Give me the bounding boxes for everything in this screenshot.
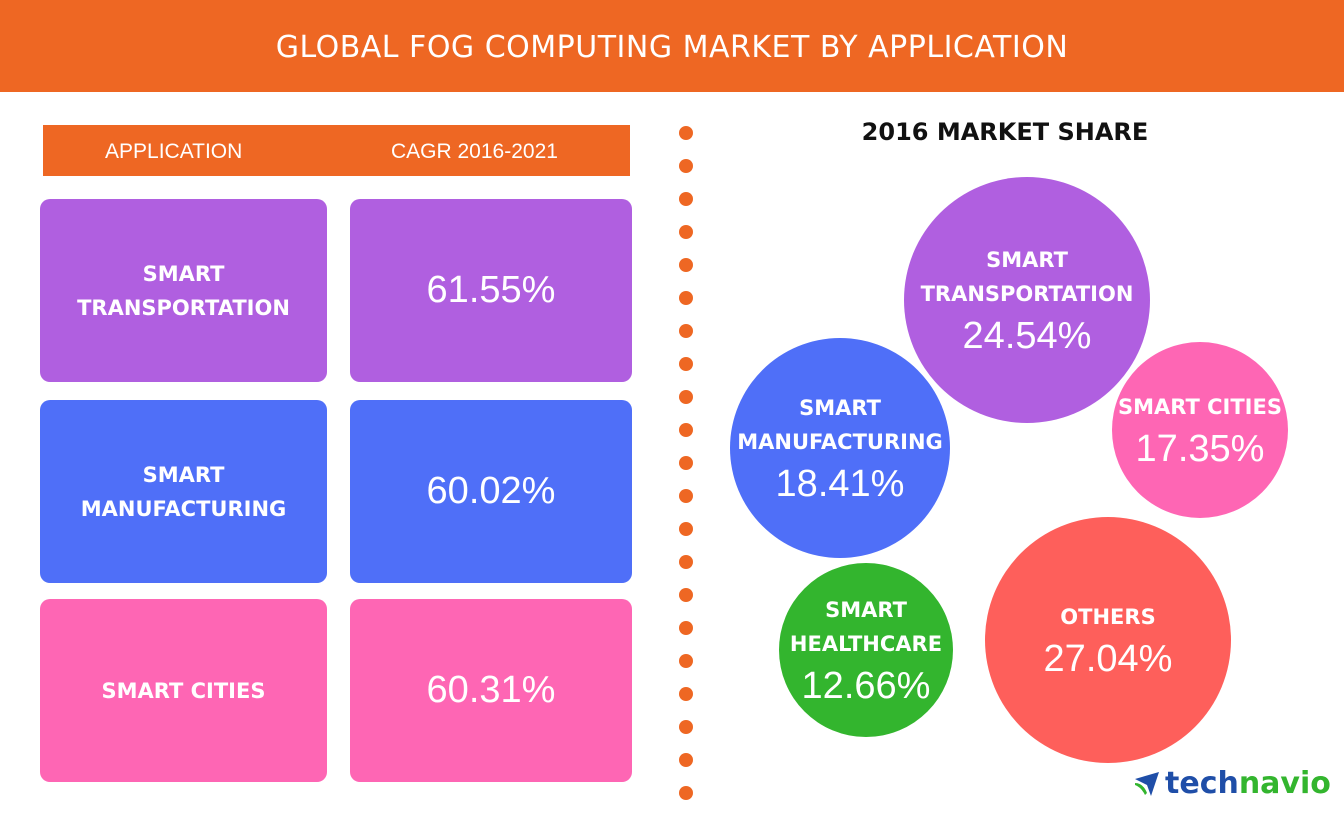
technavio-logo: tech navio <box>1133 766 1331 801</box>
bubble-label-line1: OTHERS <box>1060 604 1156 629</box>
column-cagr: CAGR 2016-2021 <box>391 140 558 163</box>
bubble: SMART CITIES 17.35% <box>1112 342 1288 518</box>
application-label-line2: MANUFACTURING <box>80 496 287 521</box>
divider-dot <box>679 654 693 668</box>
divider-dot <box>679 720 693 734</box>
bubble-label-line1: SMART <box>799 395 881 420</box>
divider-dot <box>679 225 693 239</box>
divider-dot <box>679 159 693 173</box>
page-title: GLOBAL FOG COMPUTING MARKET BY APPLICATI… <box>0 0 1344 92</box>
divider-dot <box>679 291 693 305</box>
bubble-label-line1: SMART CITIES <box>1118 394 1282 419</box>
application-label-line1: SMART <box>142 462 225 487</box>
bubble: SMART TRANSPORTATION 24.54% <box>904 177 1150 423</box>
application-label-line1: SMART <box>142 261 225 286</box>
application-label-line2: TRANSPORTATION <box>77 295 290 320</box>
cagr-cell: 60.02% <box>350 400 632 583</box>
divider-dot <box>679 357 693 371</box>
cagr-value: 61.55% <box>426 269 556 311</box>
column-application: APPLICATION <box>105 140 243 163</box>
divider-dot <box>679 522 693 536</box>
bubble-value: 12.66% <box>801 664 931 707</box>
table-header: APPLICATION CAGR 2016-2021 <box>43 125 630 176</box>
bubble-label-line1: SMART <box>986 247 1068 272</box>
bubble-label-line2: HEALTHCARE <box>789 631 943 656</box>
bubble-label-line1: SMART <box>825 597 907 622</box>
cagr-value: 60.02% <box>426 470 556 512</box>
logo-icon <box>1135 771 1159 796</box>
bubble-value: 27.04% <box>1043 637 1173 680</box>
divider-dot <box>679 588 693 602</box>
bubble-label-line2: TRANSPORTATION <box>920 281 1134 306</box>
bubble-value: 18.41% <box>775 462 905 505</box>
cagr-cell: 60.31% <box>350 599 632 782</box>
divider-dot <box>679 786 693 800</box>
chart-title: 2016 MARKET SHARE <box>861 118 1149 146</box>
divider-dot <box>679 489 693 503</box>
divider-dot <box>679 456 693 470</box>
application-cell: SMART TRANSPORTATION <box>40 199 327 382</box>
application-cell: SMART MANUFACTURING <box>40 400 327 583</box>
divider-dot <box>679 687 693 701</box>
divider-dot <box>679 390 693 404</box>
cagr-cell: 61.55% <box>350 199 632 382</box>
divider-dot <box>679 753 693 767</box>
divider-dot <box>679 555 693 569</box>
bubble-label-line2: MANUFACTURING <box>737 429 943 454</box>
cagr-value: 60.31% <box>426 669 556 711</box>
divider-dot <box>679 258 693 272</box>
divider-dot <box>679 126 693 140</box>
application-cell: SMART CITIES <box>40 599 327 782</box>
divider-dot <box>679 324 693 338</box>
bubble: SMART MANUFACTURING 18.41% <box>730 338 950 558</box>
divider-dot <box>679 423 693 437</box>
bubble: SMART HEALTHCARE 12.66% <box>779 563 953 737</box>
divider-dot <box>679 192 693 206</box>
bubble-value: 24.54% <box>962 314 1092 357</box>
bubble-value: 17.35% <box>1135 427 1265 470</box>
application-label-line1: SMART CITIES <box>101 678 266 703</box>
divider-dot <box>679 621 693 635</box>
bubble: OTHERS 27.04% <box>985 517 1231 763</box>
